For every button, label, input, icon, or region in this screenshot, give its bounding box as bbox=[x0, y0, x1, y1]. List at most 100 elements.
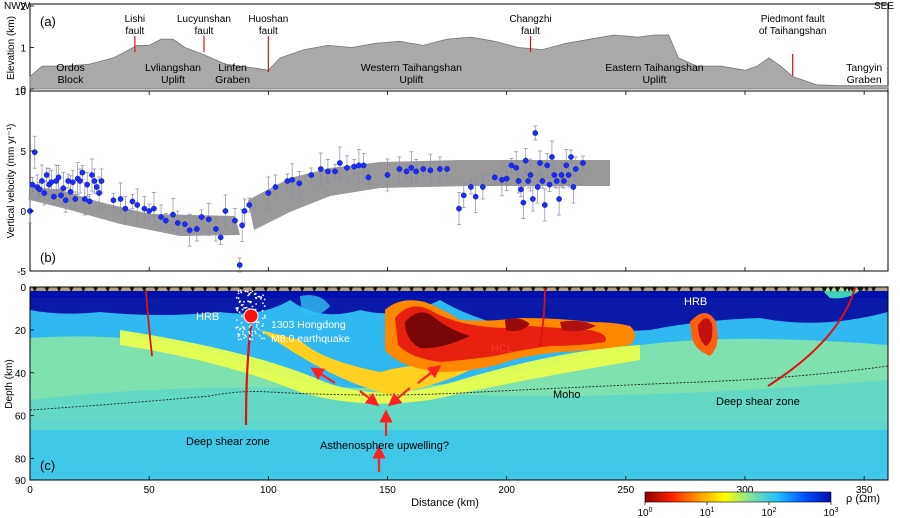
station-marker bbox=[433, 287, 439, 292]
seismic-event bbox=[261, 325, 264, 327]
station-marker bbox=[105, 287, 111, 292]
unit-labels: OrdosBlockLvliangshanUpliftLinfenGrabenW… bbox=[56, 62, 882, 86]
velocity-point bbox=[561, 178, 567, 184]
station-marker bbox=[457, 287, 463, 292]
seismic-event bbox=[236, 308, 239, 311]
velocity-point bbox=[198, 214, 205, 220]
velocity-point bbox=[420, 166, 427, 172]
station-marker bbox=[409, 287, 415, 292]
velocity-point bbox=[532, 130, 539, 136]
station-marker bbox=[700, 287, 706, 292]
seismic-event bbox=[257, 295, 260, 298]
fault-label-line1: Lishi bbox=[125, 14, 146, 25]
unit-label-line2: Block bbox=[58, 74, 84, 86]
station-marker bbox=[737, 287, 743, 292]
seismic-event bbox=[248, 292, 251, 295]
station-marker bbox=[226, 287, 232, 292]
velocity-point bbox=[332, 168, 338, 175]
panel-c-xlabel: Distance (km) bbox=[411, 497, 479, 509]
velocity-point bbox=[408, 164, 415, 171]
ytick-label: 20 bbox=[15, 326, 27, 337]
station-marker bbox=[287, 287, 293, 292]
velocity-points bbox=[27, 130, 586, 268]
seismic-event bbox=[256, 324, 259, 326]
seismic-event bbox=[241, 308, 244, 311]
unit-label-line1: Tangyin bbox=[846, 62, 882, 74]
velocity-point bbox=[546, 181, 553, 188]
seismic-event bbox=[247, 294, 250, 297]
fault-markers bbox=[134, 36, 794, 76]
xtick-label: 300 bbox=[737, 485, 754, 496]
station-marker bbox=[688, 287, 694, 292]
velocity-point bbox=[241, 208, 248, 214]
station-marker bbox=[360, 287, 366, 292]
seismic-event bbox=[235, 307, 238, 309]
ytick-label: 0 bbox=[20, 283, 26, 294]
panel-b-letter: (b) bbox=[40, 250, 56, 265]
velocity-point bbox=[158, 214, 164, 220]
seismic-event bbox=[251, 338, 254, 341]
velocity-point bbox=[444, 166, 450, 172]
xtick-label: 350 bbox=[856, 485, 873, 496]
velocity-point bbox=[193, 226, 200, 232]
seismic-event bbox=[238, 328, 241, 331]
ytick-label: 0 bbox=[20, 85, 26, 96]
station-marker bbox=[864, 287, 870, 292]
ytick-label: -5 bbox=[17, 267, 26, 278]
seismic-event bbox=[254, 332, 257, 335]
unit-label-line2: Uplift bbox=[161, 74, 185, 86]
seismic-event bbox=[246, 290, 249, 293]
velocity-point bbox=[239, 222, 245, 229]
velocity-point bbox=[537, 160, 543, 166]
seismic-event bbox=[248, 331, 251, 333]
seismic-event bbox=[236, 326, 239, 328]
velocity-point bbox=[70, 179, 76, 186]
velocity-point bbox=[232, 217, 238, 224]
colorbar-label: ρ (Ωm) bbox=[846, 493, 880, 505]
fault-label-line2: fault bbox=[195, 26, 214, 37]
station-marker bbox=[56, 287, 62, 292]
panel-c-letter: (c) bbox=[40, 458, 55, 473]
seismic-event bbox=[240, 289, 242, 291]
seismic-event bbox=[261, 309, 264, 312]
velocity-point bbox=[356, 162, 362, 169]
station-marker bbox=[849, 287, 855, 292]
station-marker bbox=[348, 287, 354, 292]
velocity-point bbox=[36, 186, 43, 193]
colorbar-gradient bbox=[644, 491, 832, 503]
fault-label-line1: Huoshan bbox=[248, 14, 288, 25]
station-marker bbox=[627, 287, 633, 292]
station-marker bbox=[384, 287, 390, 292]
direction-see: SEE bbox=[874, 1, 894, 12]
station-marker bbox=[311, 287, 317, 292]
station-marker bbox=[323, 287, 329, 292]
velocity-point bbox=[29, 181, 36, 188]
velocity-point bbox=[182, 221, 188, 228]
velocity-point bbox=[479, 184, 486, 190]
seismic-event bbox=[261, 317, 264, 320]
seismic-event bbox=[262, 332, 265, 334]
ytick-label: 60 bbox=[15, 412, 27, 423]
seismic-event bbox=[243, 327, 246, 330]
ytick-label: 40 bbox=[15, 369, 27, 380]
fault-label-line2: fault bbox=[125, 26, 144, 37]
seismic-event bbox=[237, 297, 240, 300]
velocity-point bbox=[55, 174, 62, 181]
velocity-point bbox=[527, 172, 534, 178]
station-marker bbox=[567, 287, 573, 292]
velocity-point bbox=[515, 178, 522, 184]
velocity-point bbox=[472, 193, 479, 200]
velocity-point bbox=[213, 226, 219, 232]
velocity-point bbox=[308, 172, 315, 178]
fault-label-line1: Piedmont fault bbox=[761, 14, 825, 25]
seismic-event bbox=[260, 337, 263, 340]
velocity-point bbox=[65, 178, 71, 184]
xtick-label: 200 bbox=[498, 485, 515, 496]
velocity-point bbox=[513, 164, 520, 171]
velocity-point bbox=[170, 211, 176, 218]
velocity-point bbox=[43, 172, 50, 178]
trend-band-east bbox=[248, 160, 610, 230]
label-earthquake-line1: 1303 Hongdong bbox=[271, 319, 346, 331]
velocity-point bbox=[48, 179, 55, 186]
